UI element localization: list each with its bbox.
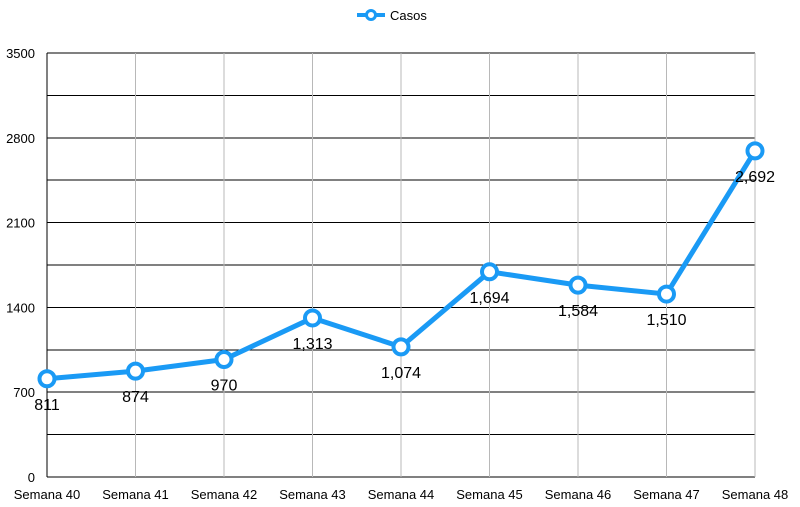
data-point <box>391 337 411 357</box>
data-label: 811 <box>34 397 60 414</box>
x-tick-label: Semana 45 <box>456 487 523 502</box>
data-point <box>568 275 588 295</box>
x-tick-label: Semana 40 <box>14 487 81 502</box>
y-tick-label: 2100 <box>6 216 35 231</box>
data-point <box>480 262 499 282</box>
x-tick-label: Semana 43 <box>279 487 346 502</box>
data-labels: 811 874 970 1,313 1,074 1,694 1,584 1,510 2,692 <box>34 169 775 414</box>
x-tick-label: Semana 48 <box>722 487 789 502</box>
data-point <box>37 369 57 389</box>
data-point <box>126 361 145 381</box>
y-axis-ticks: 0 700 1400 2100 2800 3500 <box>6 46 35 485</box>
data-label: 970 <box>211 377 238 394</box>
data-label: 1,694 <box>469 290 509 307</box>
series-casos <box>37 141 765 389</box>
grid <box>46 52 756 478</box>
legend[interactable]: Casos <box>357 8 427 23</box>
data-point <box>657 284 676 304</box>
y-tick-label: 0 <box>28 470 35 485</box>
x-tick-label: Semana 44 <box>368 487 435 502</box>
x-tick-label: Semana 47 <box>633 487 700 502</box>
data-point <box>745 141 765 161</box>
x-tick-label: Semana 42 <box>191 487 258 502</box>
y-tick-label: 700 <box>13 385 35 400</box>
data-label: 2,692 <box>735 169 775 186</box>
y-tick-label: 3500 <box>6 46 35 61</box>
x-tick-label: Semana 46 <box>545 487 612 502</box>
data-point <box>214 349 234 369</box>
x-tick-label: Semana 41 <box>102 487 169 502</box>
data-point <box>303 308 322 328</box>
legend-label: Casos <box>390 8 427 23</box>
legend-marker <box>365 9 377 21</box>
data-label: 874 <box>122 389 149 406</box>
y-tick-label: 2800 <box>6 131 35 146</box>
data-label: 1,510 <box>646 312 686 329</box>
y-tick-label: 1400 <box>6 300 35 315</box>
data-label: 1,584 <box>558 303 598 320</box>
data-label: 1,074 <box>381 365 421 382</box>
data-label: 1,313 <box>292 336 332 353</box>
x-axis-ticks: Semana 40 Semana 41 Semana 42 Semana 43 Sema… <box>14 487 789 502</box>
